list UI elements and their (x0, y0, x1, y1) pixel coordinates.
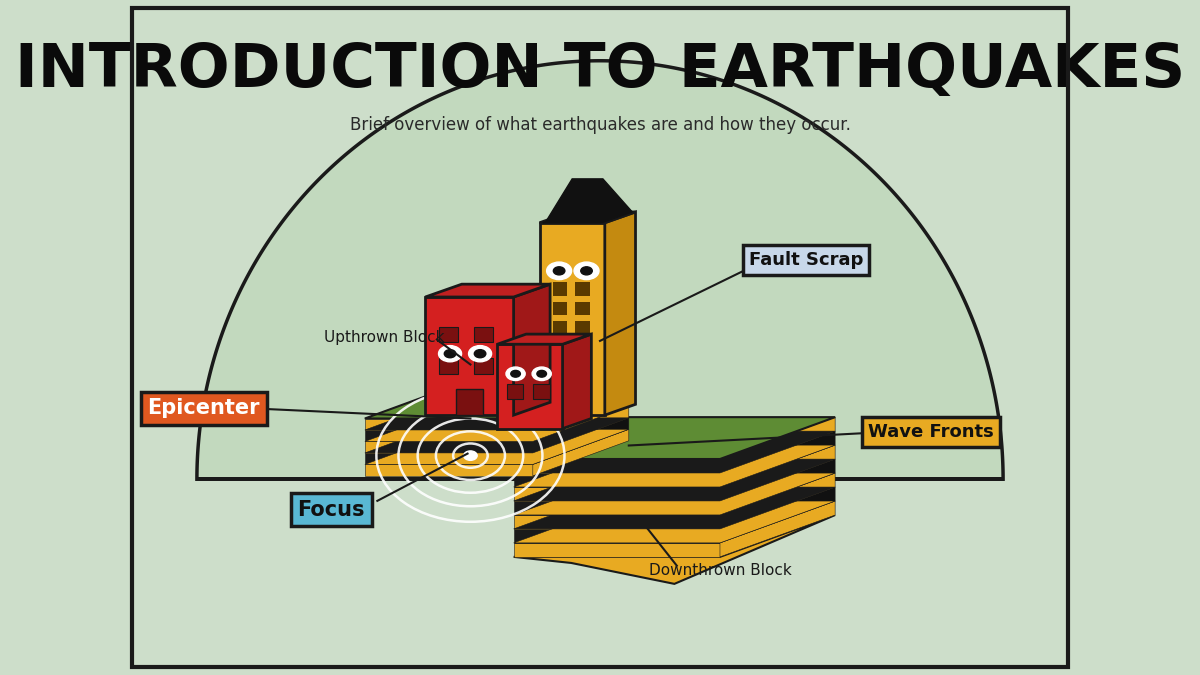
Circle shape (463, 451, 478, 460)
Text: Brief overview of what earthquakes are and how they occur.: Brief overview of what earthquakes are a… (349, 116, 851, 134)
Polygon shape (514, 501, 835, 543)
Circle shape (506, 367, 526, 381)
Polygon shape (533, 384, 550, 399)
Polygon shape (365, 418, 629, 453)
Circle shape (444, 350, 456, 358)
Polygon shape (576, 379, 589, 392)
Polygon shape (720, 473, 835, 529)
Polygon shape (533, 429, 629, 476)
Polygon shape (552, 379, 566, 392)
Polygon shape (514, 529, 720, 543)
Polygon shape (514, 473, 835, 515)
Polygon shape (542, 179, 632, 223)
Polygon shape (438, 358, 458, 374)
Polygon shape (576, 340, 589, 354)
Circle shape (547, 262, 571, 279)
Polygon shape (514, 501, 720, 515)
Polygon shape (514, 473, 720, 487)
Circle shape (536, 371, 546, 377)
Polygon shape (514, 417, 835, 459)
Polygon shape (514, 417, 835, 459)
Polygon shape (576, 321, 589, 334)
Circle shape (581, 267, 593, 275)
Polygon shape (514, 515, 835, 584)
Polygon shape (720, 417, 835, 473)
Text: Wave Fronts: Wave Fronts (869, 423, 994, 441)
Polygon shape (605, 212, 636, 415)
Polygon shape (720, 459, 835, 515)
Polygon shape (514, 459, 835, 501)
Polygon shape (365, 383, 629, 418)
Polygon shape (474, 327, 493, 342)
Polygon shape (720, 487, 835, 543)
Polygon shape (720, 431, 835, 487)
Polygon shape (425, 284, 550, 297)
Polygon shape (576, 359, 589, 373)
Polygon shape (365, 383, 629, 418)
Polygon shape (365, 430, 533, 441)
Polygon shape (365, 441, 533, 453)
Text: INTRODUCTION TO EARTHQUAKES: INTRODUCTION TO EARTHQUAKES (14, 41, 1186, 101)
Polygon shape (365, 395, 629, 430)
Polygon shape (552, 359, 566, 373)
Polygon shape (540, 223, 605, 415)
Polygon shape (563, 334, 592, 429)
Polygon shape (514, 445, 835, 487)
Polygon shape (425, 297, 514, 415)
Polygon shape (720, 445, 835, 501)
Polygon shape (514, 515, 720, 529)
Polygon shape (514, 487, 720, 501)
Polygon shape (514, 284, 550, 415)
Polygon shape (365, 453, 533, 464)
Polygon shape (514, 487, 835, 529)
Polygon shape (365, 464, 533, 476)
Polygon shape (514, 431, 835, 473)
Circle shape (574, 262, 599, 279)
Polygon shape (552, 321, 566, 334)
Polygon shape (365, 429, 629, 464)
Circle shape (511, 371, 521, 377)
Polygon shape (456, 389, 482, 415)
Polygon shape (533, 383, 629, 430)
Polygon shape (365, 406, 629, 441)
Polygon shape (497, 344, 563, 429)
Circle shape (468, 346, 492, 362)
Polygon shape (197, 61, 1003, 479)
Polygon shape (514, 543, 720, 557)
Text: Downthrown Block: Downthrown Block (648, 563, 791, 578)
Polygon shape (474, 358, 493, 374)
Polygon shape (576, 282, 589, 296)
Polygon shape (576, 302, 589, 315)
Circle shape (553, 267, 565, 275)
Circle shape (532, 367, 551, 381)
Polygon shape (514, 459, 720, 473)
Circle shape (438, 346, 462, 362)
Polygon shape (533, 418, 629, 464)
Polygon shape (365, 418, 533, 430)
Polygon shape (533, 395, 629, 441)
Polygon shape (438, 327, 458, 342)
Circle shape (474, 350, 486, 358)
Polygon shape (720, 501, 835, 557)
Polygon shape (552, 282, 566, 296)
Polygon shape (552, 340, 566, 354)
Polygon shape (552, 302, 566, 315)
Text: Focus: Focus (298, 500, 365, 520)
Text: Epicenter: Epicenter (148, 398, 260, 418)
Polygon shape (533, 406, 629, 453)
Polygon shape (508, 384, 523, 399)
Polygon shape (540, 212, 636, 223)
Polygon shape (497, 334, 592, 344)
Text: Upthrown Block: Upthrown Block (324, 330, 444, 345)
Text: Fault Scrap: Fault Scrap (749, 251, 864, 269)
